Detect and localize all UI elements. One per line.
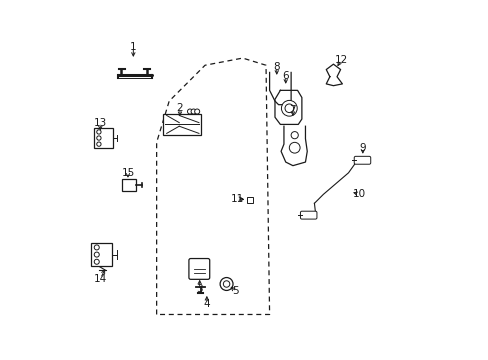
Text: 2: 2: [176, 103, 183, 113]
Text: 8: 8: [273, 62, 280, 72]
Circle shape: [285, 104, 293, 113]
Circle shape: [97, 136, 101, 140]
Text: 3: 3: [196, 284, 203, 294]
Circle shape: [94, 245, 99, 250]
Circle shape: [194, 109, 199, 114]
Polygon shape: [274, 90, 301, 125]
FancyBboxPatch shape: [188, 258, 209, 279]
Circle shape: [281, 100, 297, 116]
Text: 14: 14: [94, 274, 107, 284]
Bar: [247, 197, 253, 203]
Circle shape: [94, 259, 99, 264]
Circle shape: [187, 109, 192, 114]
Text: 7: 7: [289, 105, 296, 115]
Text: 5: 5: [232, 286, 238, 296]
Text: 9: 9: [359, 143, 366, 153]
Polygon shape: [325, 64, 342, 86]
FancyBboxPatch shape: [300, 211, 316, 219]
FancyBboxPatch shape: [353, 156, 370, 164]
Text: 15: 15: [121, 168, 134, 178]
Circle shape: [223, 281, 229, 287]
Circle shape: [290, 132, 298, 139]
Text: 12: 12: [334, 55, 347, 65]
Text: 1: 1: [130, 42, 136, 52]
Circle shape: [94, 252, 99, 257]
Polygon shape: [281, 126, 306, 166]
Circle shape: [97, 142, 101, 146]
Text: 10: 10: [352, 189, 365, 199]
Circle shape: [191, 109, 196, 114]
Text: 11: 11: [230, 194, 244, 204]
Bar: [94, 128, 112, 148]
Bar: [163, 114, 201, 135]
Bar: [91, 243, 112, 266]
Text: 6: 6: [282, 71, 288, 81]
Text: 4: 4: [203, 299, 210, 309]
Bar: [122, 179, 136, 191]
Circle shape: [289, 142, 300, 153]
Circle shape: [220, 278, 233, 291]
Text: 13: 13: [94, 118, 107, 128]
Circle shape: [97, 130, 101, 134]
